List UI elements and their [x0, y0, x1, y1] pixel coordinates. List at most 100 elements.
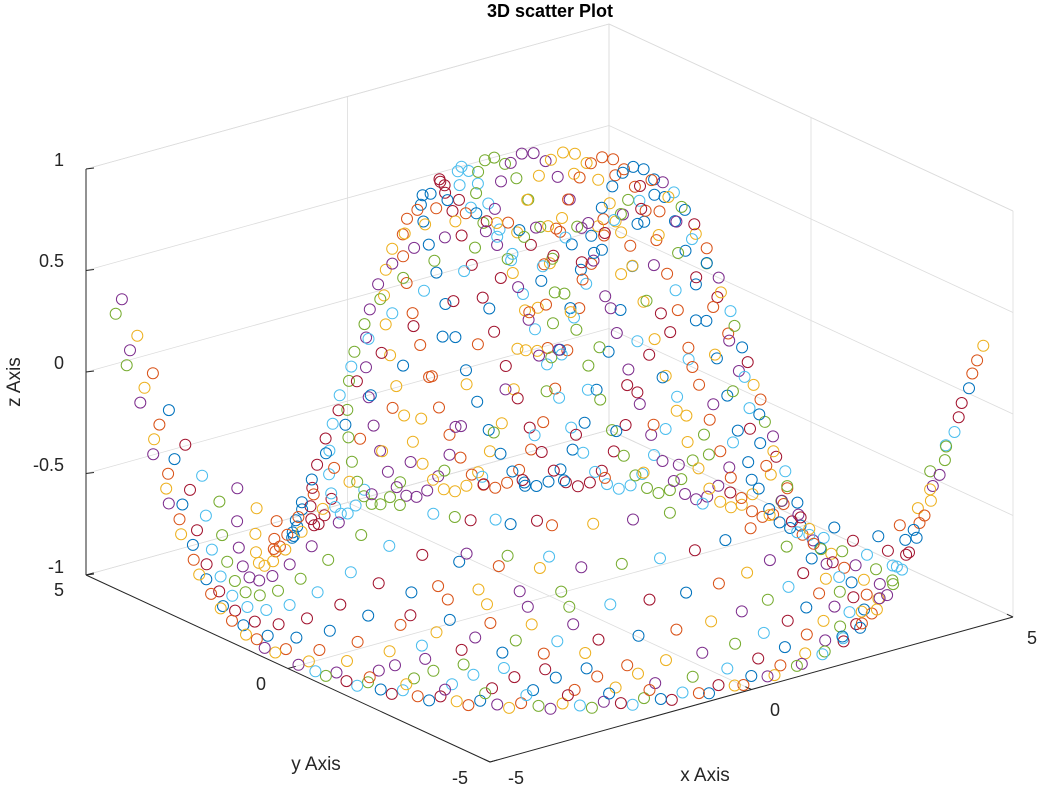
scatter-point: [226, 614, 238, 627]
scatter-point: [761, 670, 774, 683]
scatter-point: [476, 291, 489, 304]
scatter-point: [595, 243, 608, 256]
scatter-point: [938, 454, 951, 467]
scatter-point: [626, 259, 639, 272]
scatter-point: [410, 490, 423, 503]
scatter-point: [520, 689, 533, 702]
scatter-point: [913, 517, 926, 529]
scatter-point: [213, 495, 226, 508]
scatter-point: [650, 234, 663, 247]
scatter-point: [636, 468, 649, 480]
scatter-point: [134, 396, 147, 409]
scatter-point: [332, 404, 345, 417]
scatter-point: [629, 469, 642, 482]
scatter-point: [890, 560, 903, 573]
scatter-point: [267, 555, 280, 568]
scatter-point: [581, 383, 594, 396]
scatter-point: [476, 470, 489, 483]
scatter-point: [341, 507, 354, 520]
scatter-point: [764, 468, 777, 481]
scatter-point: [595, 464, 608, 477]
y-axis-label: y Axis: [291, 754, 341, 775]
scatter-point: [196, 469, 209, 482]
scatter-point: [797, 567, 810, 580]
y-tick-label-0: 0: [256, 674, 266, 694]
scatter-point: [654, 307, 667, 320]
scatter-point: [355, 529, 368, 541]
scatter-point: [364, 389, 377, 402]
scatter-point: [397, 271, 410, 284]
scatter-point: [414, 339, 427, 351]
scatter-point: [450, 695, 463, 708]
scatter-point: [341, 403, 354, 416]
scatter-point: [606, 424, 618, 437]
scatter-point: [641, 482, 653, 494]
scatter-point: [632, 629, 645, 642]
scatter-point: [360, 331, 373, 344]
scatter-point: [562, 193, 575, 206]
scatter-point: [703, 482, 716, 495]
scatter-point: [449, 215, 462, 228]
scatter-point: [847, 534, 859, 547]
scatter-point: [296, 503, 309, 516]
scatter-point: [648, 188, 661, 201]
scatter-point: [559, 231, 572, 244]
scatter-point: [680, 409, 693, 422]
scatter-point: [469, 631, 482, 644]
z-tick-label-neg0_5: -0.5: [33, 455, 64, 475]
data-points: [109, 146, 990, 715]
scatter-point: [775, 494, 788, 507]
scatter-point: [521, 600, 534, 613]
scatter-point: [667, 475, 680, 487]
scatter-point: [424, 187, 437, 200]
scatter-point: [836, 630, 849, 643]
scatter-point: [253, 589, 266, 602]
scatter-point: [649, 677, 662, 690]
scatter-point: [756, 510, 769, 523]
scatter-point: [438, 179, 451, 192]
scatter-point: [615, 268, 628, 281]
scatter-point: [843, 606, 856, 619]
scatter-point: [621, 379, 634, 392]
scatter-point: [191, 524, 203, 537]
scatter-point: [365, 497, 378, 510]
scatter-point: [587, 517, 600, 530]
scatter-point: [833, 585, 846, 598]
scatter-point: [886, 574, 899, 587]
scatter-point: [800, 628, 813, 641]
scatter-point: [357, 490, 370, 503]
scatter-point: [660, 654, 672, 667]
scatter-point: [540, 385, 553, 398]
scatter-point: [460, 547, 473, 560]
scatter-point: [616, 166, 629, 179]
z-tick-label-neg1: -1: [48, 557, 64, 577]
scatter-point: [305, 540, 318, 553]
scatter-point: [530, 480, 543, 492]
scatter-point: [367, 419, 380, 432]
scatter-point: [728, 679, 741, 692]
scatter-point: [547, 317, 559, 330]
scatter-point: [678, 203, 691, 216]
scatter-point: [570, 428, 582, 441]
scatter-point: [306, 481, 319, 494]
scatter-point: [745, 473, 758, 486]
scatter-point: [631, 335, 644, 348]
scatter-point: [404, 456, 417, 468]
scatter-point: [622, 193, 635, 206]
scatter-point: [786, 515, 798, 528]
scatter-point: [582, 217, 595, 229]
scatter-point: [654, 693, 667, 705]
scatter-point: [573, 699, 586, 712]
scatter-point: [671, 304, 684, 317]
scatter-point: [131, 329, 144, 342]
scatter-point: [519, 344, 532, 357]
scatter-point: [763, 554, 776, 567]
scatter-point: [343, 475, 356, 488]
scatter-point: [598, 227, 611, 239]
scatter-point: [511, 392, 524, 405]
scatter-point: [345, 455, 358, 468]
scatter-point: [760, 459, 773, 472]
scatter-point: [686, 670, 699, 683]
scatter-point: [828, 600, 841, 613]
scatter-point: [774, 659, 787, 672]
